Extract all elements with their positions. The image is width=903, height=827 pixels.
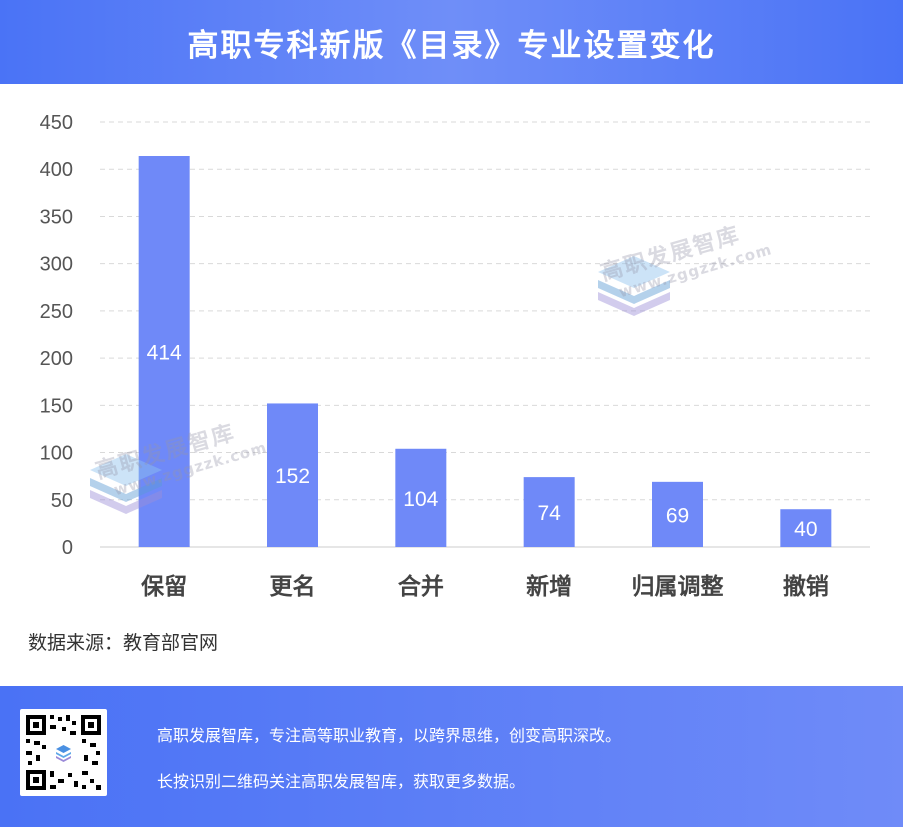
x-tick-label: 合并 xyxy=(398,573,444,600)
bar-4 xyxy=(652,481,703,547)
x-tick-label: 撤销 xyxy=(783,573,829,600)
bar-3 xyxy=(523,477,575,547)
footer-instruction: 长按识别二维码关注高职发展智库，获取更多数据。 xyxy=(157,772,526,791)
y-tick-label: 0 xyxy=(62,537,73,559)
page-title: 高职专科新版《目录》专业设置变化 xyxy=(187,27,716,64)
bar-5 xyxy=(780,509,832,547)
bar-0 xyxy=(138,156,190,547)
source-note: 数据来源：教育部官网 xyxy=(28,632,219,654)
bar-chart: 0 50 100 150 200 250 300 350 400 450 414 保留 152 更名 104… xyxy=(40,112,870,600)
watermark-logo-icon xyxy=(90,454,162,514)
y-tick-label: 250 xyxy=(40,301,73,323)
bar-2 xyxy=(395,448,447,547)
data-label: 40 xyxy=(794,518,817,541)
header-banner: 高职专科新版《目录》专业设置变化 xyxy=(0,0,903,84)
data-label: 69 xyxy=(666,504,689,527)
x-tick-label: 新增 xyxy=(526,573,572,600)
watermark-logo-icon xyxy=(598,256,670,316)
x-tick-label: 更名 xyxy=(270,573,316,600)
qr-code xyxy=(20,709,107,796)
data-label: 414 xyxy=(147,342,182,365)
footer-slogan: 高职发展智库，专注高等职业教育，以跨界思维，创变高职深改。 xyxy=(157,726,622,745)
y-tick-label: 200 xyxy=(40,348,73,370)
footer-banner: 高职发展智库，专注高等职业教育，以跨界思维，创变高职深改。 长按识别二维码关注高… xyxy=(0,686,903,827)
y-tick-label: 100 xyxy=(40,443,73,465)
y-tick-label: 350 xyxy=(40,206,73,228)
data-label: 74 xyxy=(537,502,561,525)
bar-1 xyxy=(267,403,318,547)
x-tick-label: 保留 xyxy=(140,573,187,600)
y-tick-label: 150 xyxy=(40,395,73,417)
qr-code-icon xyxy=(26,715,101,790)
data-label: 152 xyxy=(275,465,310,488)
x-tick-label: 归属调整 xyxy=(632,573,724,600)
y-tick-label: 400 xyxy=(40,159,73,181)
data-label: 104 xyxy=(403,488,438,511)
y-tick-label: 50 xyxy=(51,490,73,512)
y-tick-label: 450 xyxy=(40,112,73,134)
y-tick-label: 300 xyxy=(40,254,73,276)
